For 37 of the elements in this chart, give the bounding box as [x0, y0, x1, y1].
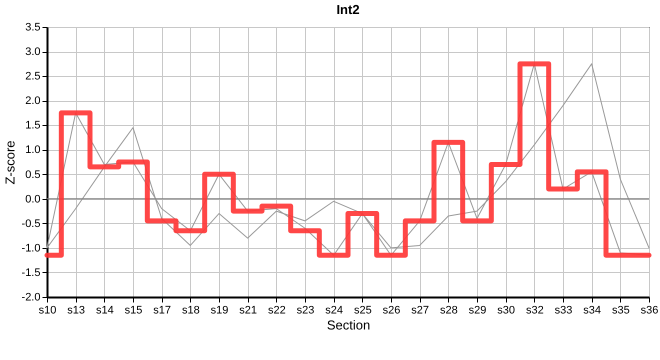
x-tick-label: s26: [382, 304, 400, 316]
y-tick-label: 2.0: [25, 95, 40, 108]
x-tick-label: s34: [583, 304, 602, 316]
x-tick-label: s13: [67, 304, 86, 316]
x-tick-label: s33: [554, 304, 572, 316]
x-tick-label: s24: [325, 304, 344, 316]
x-tick-label: s36: [640, 304, 658, 316]
y-tick-label: 2.5: [25, 70, 40, 83]
y-tick-label: -0.5: [22, 218, 40, 230]
x-tick-label: s15: [124, 304, 142, 316]
x-tick-label: s10: [38, 304, 56, 316]
x-tick-label: s19: [210, 304, 228, 316]
x-tick-label: s21: [239, 304, 258, 316]
y-tick-label: 0.0: [25, 193, 40, 206]
y-tick-label: -2.0: [22, 292, 40, 304]
y-tick-label: 3.5: [25, 22, 40, 34]
x-tick-label: s30: [497, 304, 516, 316]
x-tick-label: s29: [468, 304, 486, 316]
y-tick-label: -1.0: [22, 242, 40, 254]
x-axis-title: Section: [326, 318, 370, 332]
y-tick-label: 3.0: [25, 46, 40, 58]
x-tick-label: s32: [526, 304, 544, 316]
x-tick-label: s17: [153, 304, 172, 316]
y-tick-label: -1.5: [22, 266, 40, 279]
x-tick-label: s27: [411, 304, 430, 316]
y-tick-label: 0.5: [25, 168, 40, 181]
y-tick-label: 1.0: [25, 144, 40, 156]
x-tick-label: s23: [296, 304, 314, 316]
y-axis-title: Z-score: [2, 140, 18, 185]
x-tick-label: s14: [96, 304, 114, 316]
x-tick-label: s35: [612, 304, 630, 316]
x-tick-label: s22: [268, 304, 286, 316]
chart-title: Int2: [336, 2, 360, 17]
x-tick-label: s18: [182, 304, 200, 316]
x-tick-label: s25: [354, 304, 372, 316]
x-tick-label: s28: [440, 304, 458, 316]
y-tick-label: 1.5: [25, 120, 40, 132]
